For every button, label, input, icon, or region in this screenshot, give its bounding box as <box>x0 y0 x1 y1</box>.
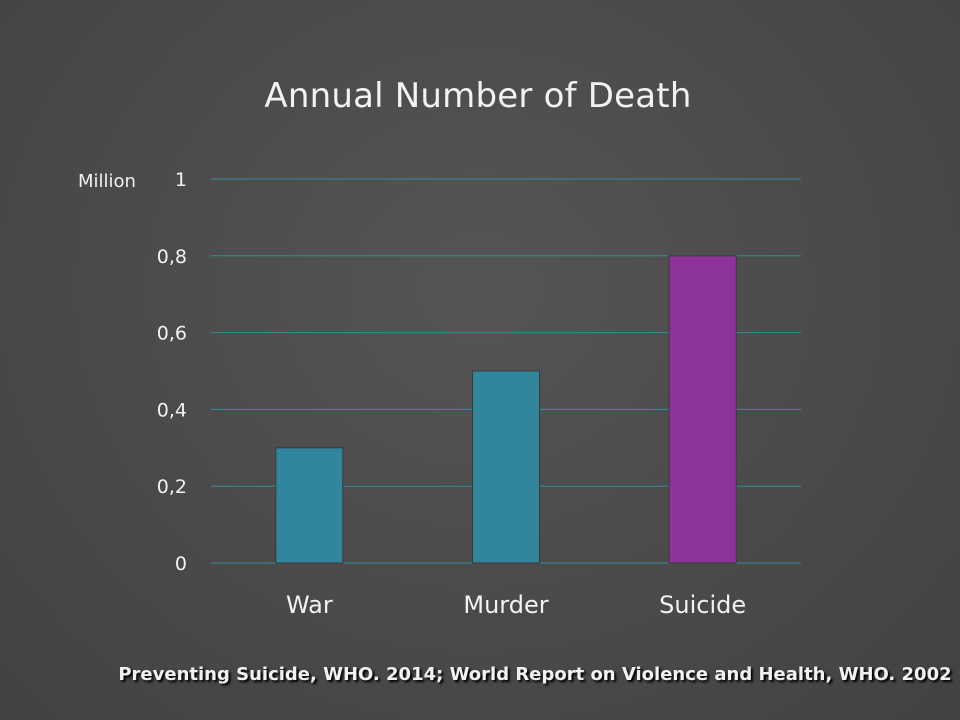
y-tick-label: 1 <box>175 169 187 191</box>
chart-title: Annual Number of Death <box>264 76 692 116</box>
bar <box>668 255 737 564</box>
y-tick-label: 0,6 <box>157 323 187 345</box>
y-axis-unit-label: Million <box>78 171 136 192</box>
y-tick-label: 0,2 <box>157 476 187 498</box>
x-tick-label: Murder <box>463 591 548 619</box>
bar <box>275 447 344 564</box>
y-tick-label: 0,8 <box>157 246 187 268</box>
y-tick-label: 0 <box>175 553 187 575</box>
source-citation: Preventing Suicide, WHO. 2014; World Rep… <box>118 664 952 685</box>
x-tick-label: Suicide <box>659 591 746 619</box>
x-tick-label: War <box>286 591 333 619</box>
bar <box>472 370 540 564</box>
y-tick-label: 0,4 <box>157 399 187 421</box>
